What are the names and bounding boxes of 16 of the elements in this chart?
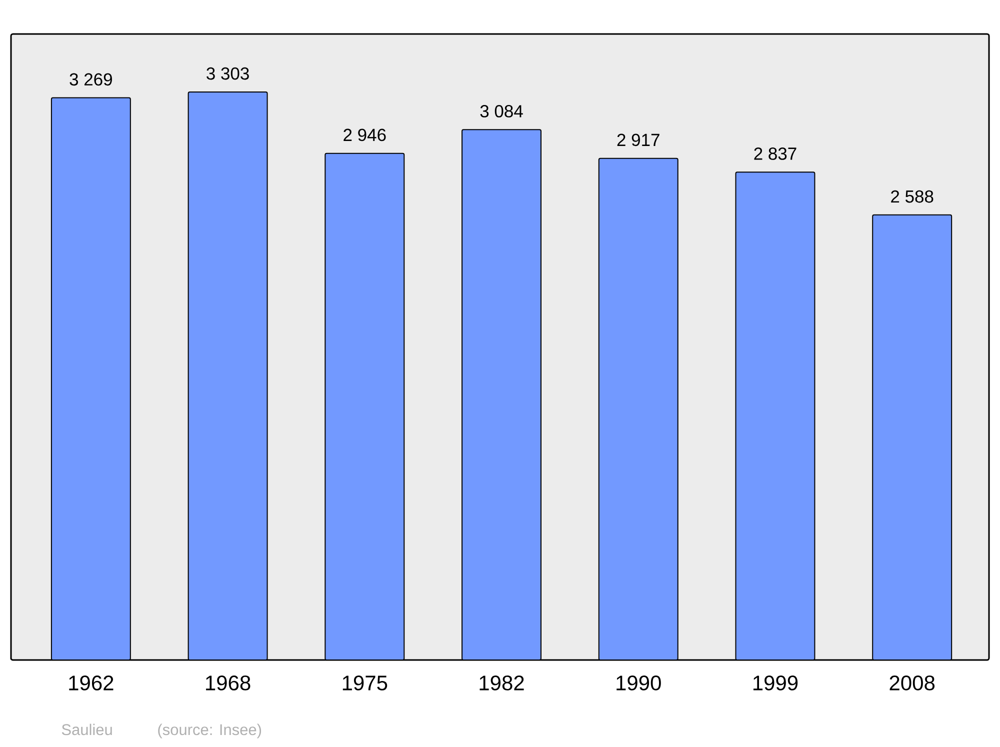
text: Saulieu <box>62 724 112 736</box>
x-tick-label: 1999 <box>753 676 798 690</box>
data-label: 3 303 <box>206 67 249 80</box>
x-tick-label: 1968 <box>206 676 250 690</box>
x-tick-label: 1975 <box>342 676 388 690</box>
x-tick-label: 1962 <box>69 676 114 690</box>
data-label: 2 588 <box>891 190 934 203</box>
data-label: 3 084 <box>480 105 523 118</box>
data-label: 2 837 <box>754 148 796 160</box>
data-label: 2 917 <box>617 134 660 146</box>
x-tick-label: 2008 <box>890 676 935 690</box>
data-label: 3 269 <box>70 73 112 86</box>
x-tick-label: 1982 <box>480 676 524 690</box>
data-label: 2 946 <box>344 128 386 142</box>
x-tick-label: 1990 <box>616 676 661 690</box>
text: (source: Insee) <box>158 724 262 738</box>
